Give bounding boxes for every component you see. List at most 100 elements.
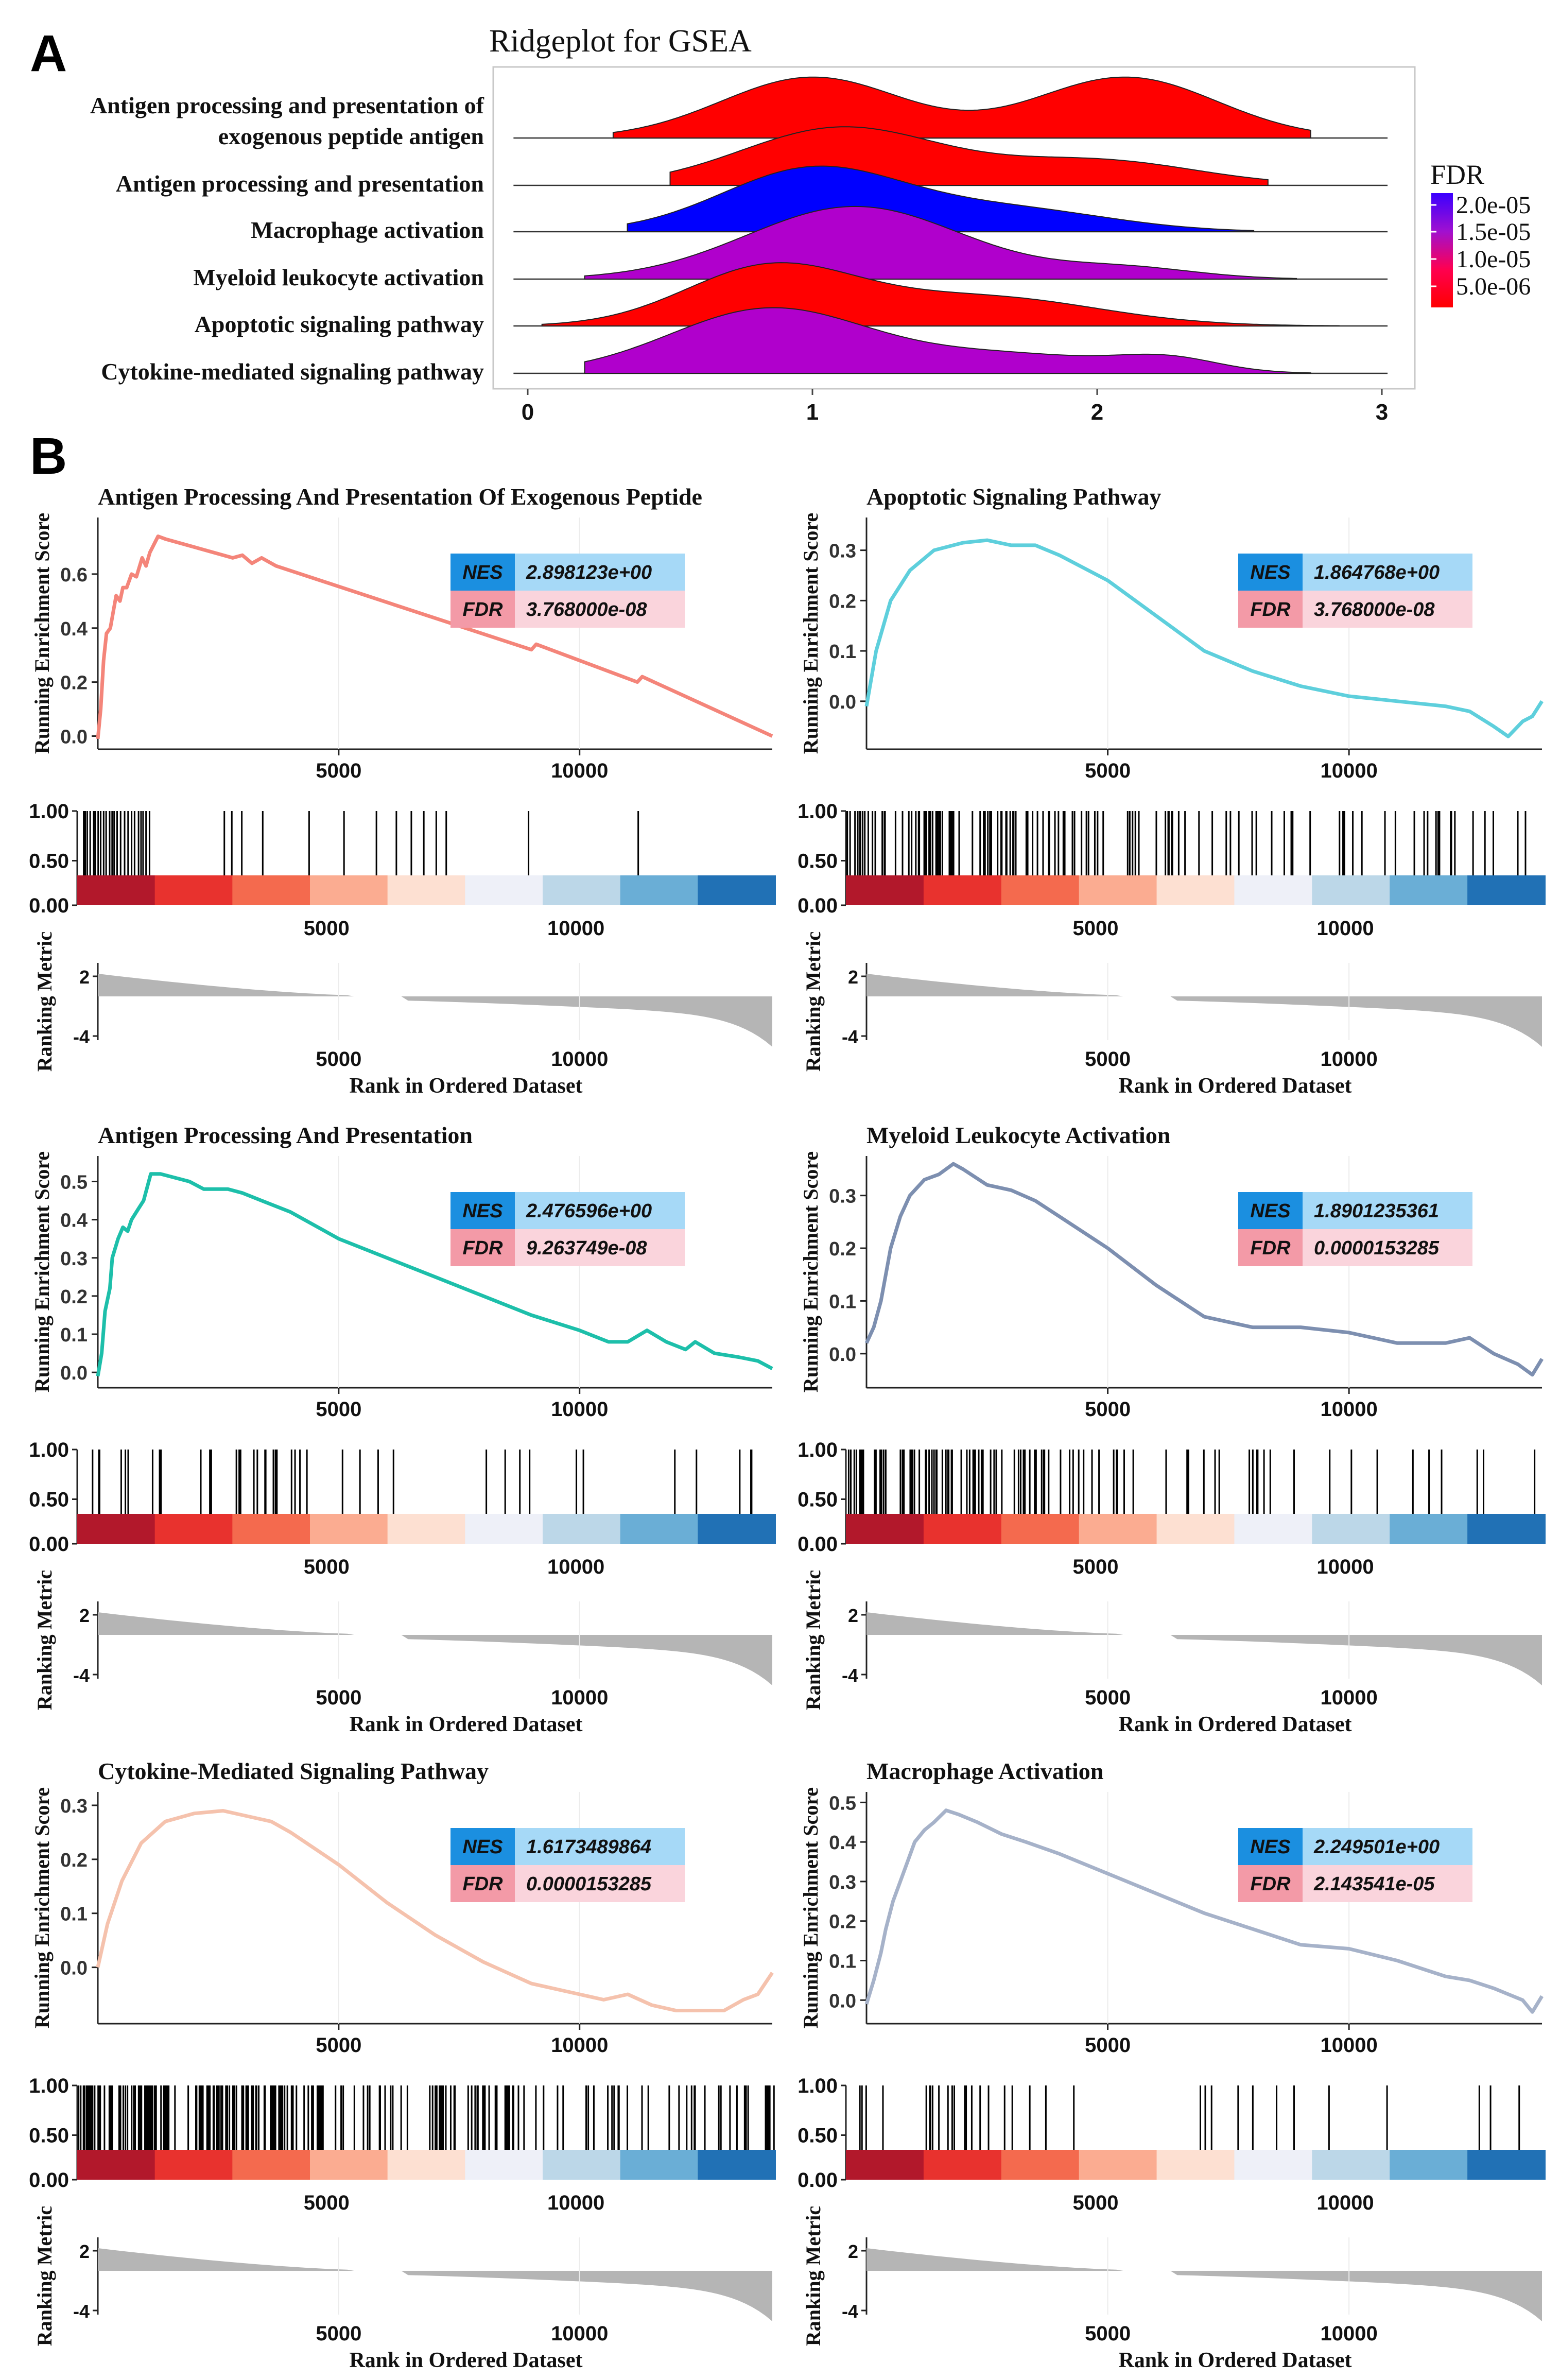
- heatmap-cell: [1156, 2150, 1235, 2180]
- hits-y-tick-label: 0.50: [29, 2125, 69, 2147]
- es-y-tick-label: 0.3: [829, 1872, 856, 1893]
- heatmap-cell: [77, 1514, 155, 1544]
- gsea-title: Antigen Processing And Presentation: [98, 1122, 473, 1148]
- hits-x-tick-label: 10000: [1316, 1556, 1374, 1578]
- rank-y-label: Ranking Metric: [33, 1570, 56, 1710]
- es-x-tick-label: 5000: [1085, 2034, 1131, 2057]
- es-x-tick-label: 10000: [1321, 2034, 1378, 2057]
- heatmap-cell: [232, 2150, 310, 2180]
- hits-y-tick-label: 0.00: [29, 1533, 69, 1556]
- fdr-legend-label: 2.0e-05: [1456, 192, 1531, 219]
- ranking-metric-area: [866, 2248, 1542, 2321]
- es-curve: [864, 1162, 1544, 1377]
- rank-x-tick-label: 10000: [551, 1048, 608, 1071]
- heatmap-cell: [232, 875, 310, 905]
- heatmap-cell: [1467, 1514, 1546, 1544]
- gsea-panel: Macrophage Activation 5000 10000 0.0 0.1 0.2 0…: [798, 1758, 1546, 2372]
- hits-x-tick-label: 5000: [1073, 917, 1119, 940]
- hits-y-tick-label: 0.00: [798, 2169, 838, 2192]
- es-curve: [864, 1808, 1544, 2014]
- hits-y-tick-label: 0.50: [798, 1489, 838, 1511]
- ridge-density: [627, 165, 1255, 232]
- heatmap-cell: [1079, 1514, 1157, 1544]
- rank-y-tick-label: -4: [842, 1026, 858, 1047]
- es-x-tick-label: 5000: [316, 760, 361, 782]
- heatmap-cell: [923, 875, 1002, 905]
- hits-y-tick-label: 1.00: [798, 800, 838, 823]
- fdr-label: FDR: [1250, 1873, 1291, 1895]
- heatmap-cell: [1234, 1514, 1313, 1544]
- ridge-x-tick-label: 2: [1091, 400, 1103, 425]
- ranking-metric-area: [98, 2248, 772, 2321]
- fdr-label-cell: [450, 591, 515, 628]
- es-y-tick-label: 0.0: [60, 1958, 88, 1979]
- rank-y-tick-label: -4: [842, 1665, 858, 1686]
- panel-a-letter: A: [30, 25, 67, 82]
- nes-label: NES: [462, 562, 502, 583]
- es-y-tick-label: 0.3: [60, 1796, 88, 1817]
- ridge-density: [584, 205, 1297, 280]
- fdr-value-cell: [515, 1229, 685, 1266]
- es-x-tick-label: 10000: [1321, 1398, 1378, 1421]
- rank-y-tick-label: 2: [848, 967, 858, 988]
- ridge-x-tick-label: 0: [522, 400, 534, 425]
- nes-value-cell: [1303, 1828, 1472, 1865]
- heatmap-cell: [387, 1514, 466, 1544]
- heatmap-cell: [232, 1514, 310, 1544]
- ridge-title: Ridgeplot for GSEA: [489, 24, 752, 59]
- nes-label: NES: [462, 1836, 502, 1858]
- es-y-tick-label: 0.4: [60, 1210, 88, 1232]
- nes-value: 2.898123e+00: [526, 562, 652, 583]
- fdr-value: 0.0000153285: [526, 1873, 652, 1895]
- nes-label-cell: [1238, 554, 1303, 591]
- es-y-tick-label: 0.5: [829, 1792, 856, 1814]
- hits-x-tick-label: 5000: [304, 1556, 350, 1578]
- heatmap-cell: [698, 875, 776, 905]
- heatmap-cell: [77, 2150, 155, 2180]
- panel-b-letter: B: [30, 427, 67, 485]
- fdr-label-cell: [1238, 1865, 1303, 1902]
- hit-marks: [92, 1450, 753, 1514]
- gsea-panel: Antigen Processing And Presentation 5000 1…: [29, 1122, 776, 1736]
- fdr-value-cell: [1303, 591, 1472, 628]
- heatmap-cell: [465, 875, 543, 905]
- ridge-label: Antigen processing and presentation of: [90, 92, 484, 118]
- hits-x-tick-label: 10000: [547, 1556, 604, 1578]
- es-y-tick-label: 0.0: [829, 692, 856, 713]
- es-y-tick-label: 0.3: [829, 1186, 856, 1208]
- es-y-tick-label: 0.0: [829, 1990, 856, 2012]
- fdr-label: FDR: [462, 1873, 503, 1895]
- fdr-value: 3.768000e-08: [1314, 599, 1435, 620]
- heatmap-cell: [1390, 1514, 1468, 1544]
- fdr-value: 0.0000153285: [1314, 1237, 1440, 1259]
- hits-x-tick-label: 10000: [547, 2192, 604, 2214]
- heatmap-cell: [1001, 1514, 1080, 1544]
- ridge-density: [612, 76, 1311, 139]
- heatmap-cell: [465, 2150, 543, 2180]
- ranking-metric-area: [98, 1612, 772, 1685]
- heatmap-cell: [698, 1514, 776, 1544]
- heatmap-cell: [310, 1514, 388, 1544]
- heatmap-cell: [1156, 875, 1235, 905]
- es-x-tick-label: 5000: [316, 1398, 361, 1421]
- ridge-label: Antigen processing and presentation: [116, 170, 484, 197]
- es-y-tick-label: 0.3: [60, 1248, 88, 1270]
- fdr-label-cell: [450, 1865, 515, 1902]
- es-y-tick-label: 0.2: [60, 1850, 88, 1871]
- fdr-label: FDR: [462, 599, 503, 620]
- hits-y-tick-label: 0.00: [29, 894, 69, 917]
- es-curve: [96, 534, 773, 739]
- nes-label: NES: [1250, 1200, 1290, 1222]
- hit-marks: [78, 2085, 775, 2150]
- rank-x-label: Rank in Ordered Dataset: [349, 1074, 582, 1098]
- heatmap-cell: [846, 875, 924, 905]
- rank-y-tick-label: -4: [73, 2301, 90, 2322]
- fdr-value: 2.143541e-05: [1313, 1873, 1435, 1895]
- fdr-legend-label: 1.5e-05: [1456, 218, 1531, 246]
- heatmap-cell: [1390, 875, 1468, 905]
- fdr-label-cell: [1238, 591, 1303, 628]
- rank-x-tick-label: 5000: [316, 1048, 361, 1071]
- ridge-density: [584, 307, 1311, 374]
- ridge-label: Cytokine-mediated signaling pathway: [101, 358, 484, 385]
